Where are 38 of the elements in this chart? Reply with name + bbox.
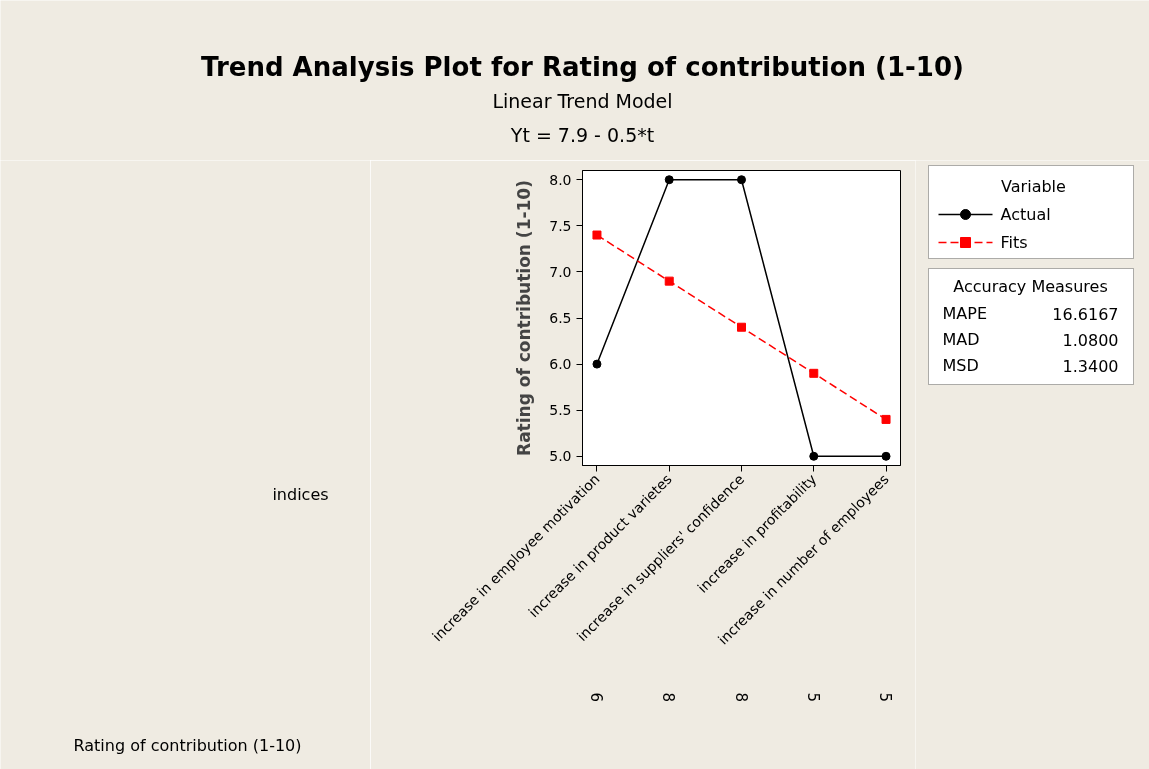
y-tick-label: 7.0 [549, 263, 572, 280]
text: Accuracy Measures [953, 277, 1108, 296]
chart-title: Trend Analysis Plot for Rating of contribution (1-10) [201, 51, 964, 82]
y-axis-title: Rating of contribution (1-10) [514, 180, 535, 456]
legend-label: Actual [1000, 205, 1051, 224]
point [737, 175, 746, 185]
point [881, 451, 891, 461]
text: Yt = 7.9 - 0.5*t [509, 123, 655, 146]
point [809, 368, 819, 378]
y-tick-label: 6.5 [549, 310, 572, 326]
text: 1.3400 [1062, 356, 1119, 376]
y-tick-label: 6.0 [549, 356, 572, 373]
y-tick-label: 5.5 [549, 402, 572, 419]
text: indices [272, 485, 329, 504]
point [592, 359, 602, 369]
y-tick-label: 8.0 [549, 171, 572, 188]
y-tick-label: 7.5 [549, 217, 572, 234]
point [809, 451, 819, 461]
data-label: 8 [731, 692, 750, 703]
data-label: 5 [876, 692, 895, 703]
point [664, 175, 674, 185]
data-label: 5 [803, 692, 822, 703]
chart-subtitle: Linear Trend Model [492, 89, 673, 112]
text: MAD [942, 330, 980, 349]
text: MAPE [942, 304, 988, 323]
text: Rating of contribution (1-10) [73, 736, 302, 755]
point [881, 414, 891, 424]
text: 1.0800 [1062, 330, 1119, 350]
point [664, 276, 674, 286]
legend-title: Variable [1001, 177, 1066, 196]
text: MSD [942, 356, 979, 375]
point [592, 230, 602, 240]
data-label: 6 [586, 692, 605, 703]
text: 16.6167 [1052, 304, 1119, 324]
y-tick-label: 5.0 [549, 448, 572, 465]
data-label: 8 [659, 692, 678, 703]
legend-label: Fits [1000, 233, 1028, 252]
point [737, 322, 746, 332]
